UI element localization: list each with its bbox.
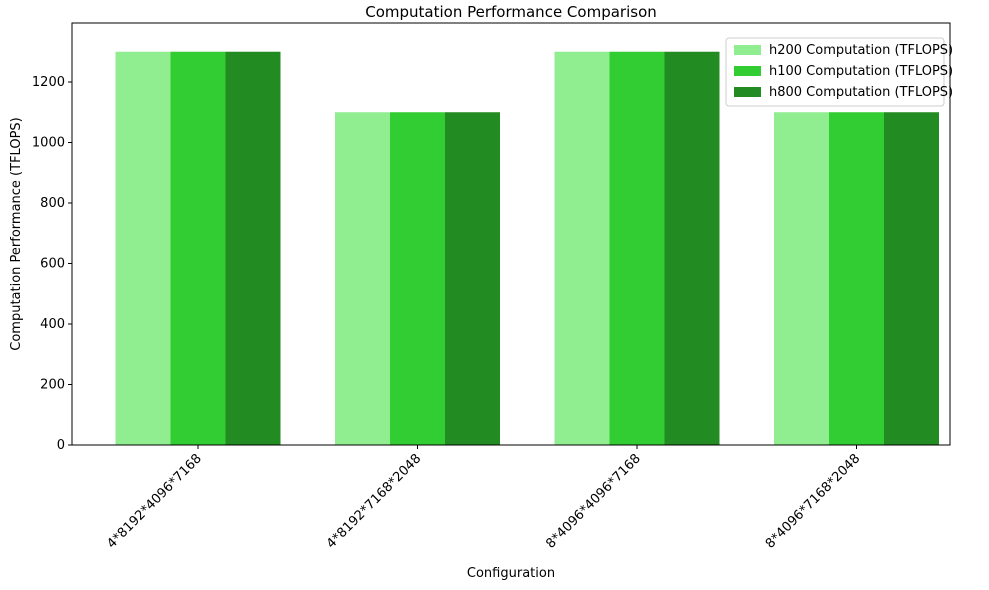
y-tick-label: 800 (40, 196, 65, 211)
bar (884, 112, 939, 445)
x-tick-label: 8*4096*4096*7168 (543, 451, 643, 551)
bar (115, 51, 171, 446)
legend-swatch (734, 66, 761, 76)
bar (335, 112, 390, 445)
y-tick-label: 0 (57, 438, 65, 453)
legend-label: h200 Computation (TFLOPS) (769, 43, 953, 58)
bar (829, 112, 884, 445)
y-tick-label: 400 (40, 317, 65, 332)
legend-swatch (734, 45, 761, 55)
y-tick-label: 1000 (32, 135, 65, 150)
x-tick-label: 4*8192*7168*2048 (324, 451, 424, 551)
x-tick-label: 4*8192*4096*7168 (104, 451, 204, 551)
legend-label: h800 Computation (TFLOPS) (769, 85, 953, 100)
chart-title: Computation Performance Comparison (365, 3, 657, 21)
bar (390, 112, 445, 445)
y-axis-label: Computation Performance (TFLOPS) (9, 117, 24, 350)
bar (445, 112, 500, 445)
y-tick-label: 600 (40, 256, 65, 271)
bar (554, 51, 610, 446)
x-tick-label: 8*4096*7168*2048 (763, 451, 863, 551)
bar (609, 51, 665, 446)
plot-frame (71, 22, 951, 446)
legend-box (725, 37, 945, 107)
bar (225, 51, 281, 446)
y-tick-label: 1200 (32, 75, 65, 90)
x-axis-label: Configuration (467, 566, 555, 581)
bar (774, 112, 829, 445)
bar (664, 51, 720, 446)
y-tick-label: 200 (40, 377, 65, 392)
bar (170, 51, 226, 446)
legend-label: h100 Computation (TFLOPS) (769, 64, 953, 79)
legend-swatch (734, 87, 761, 97)
